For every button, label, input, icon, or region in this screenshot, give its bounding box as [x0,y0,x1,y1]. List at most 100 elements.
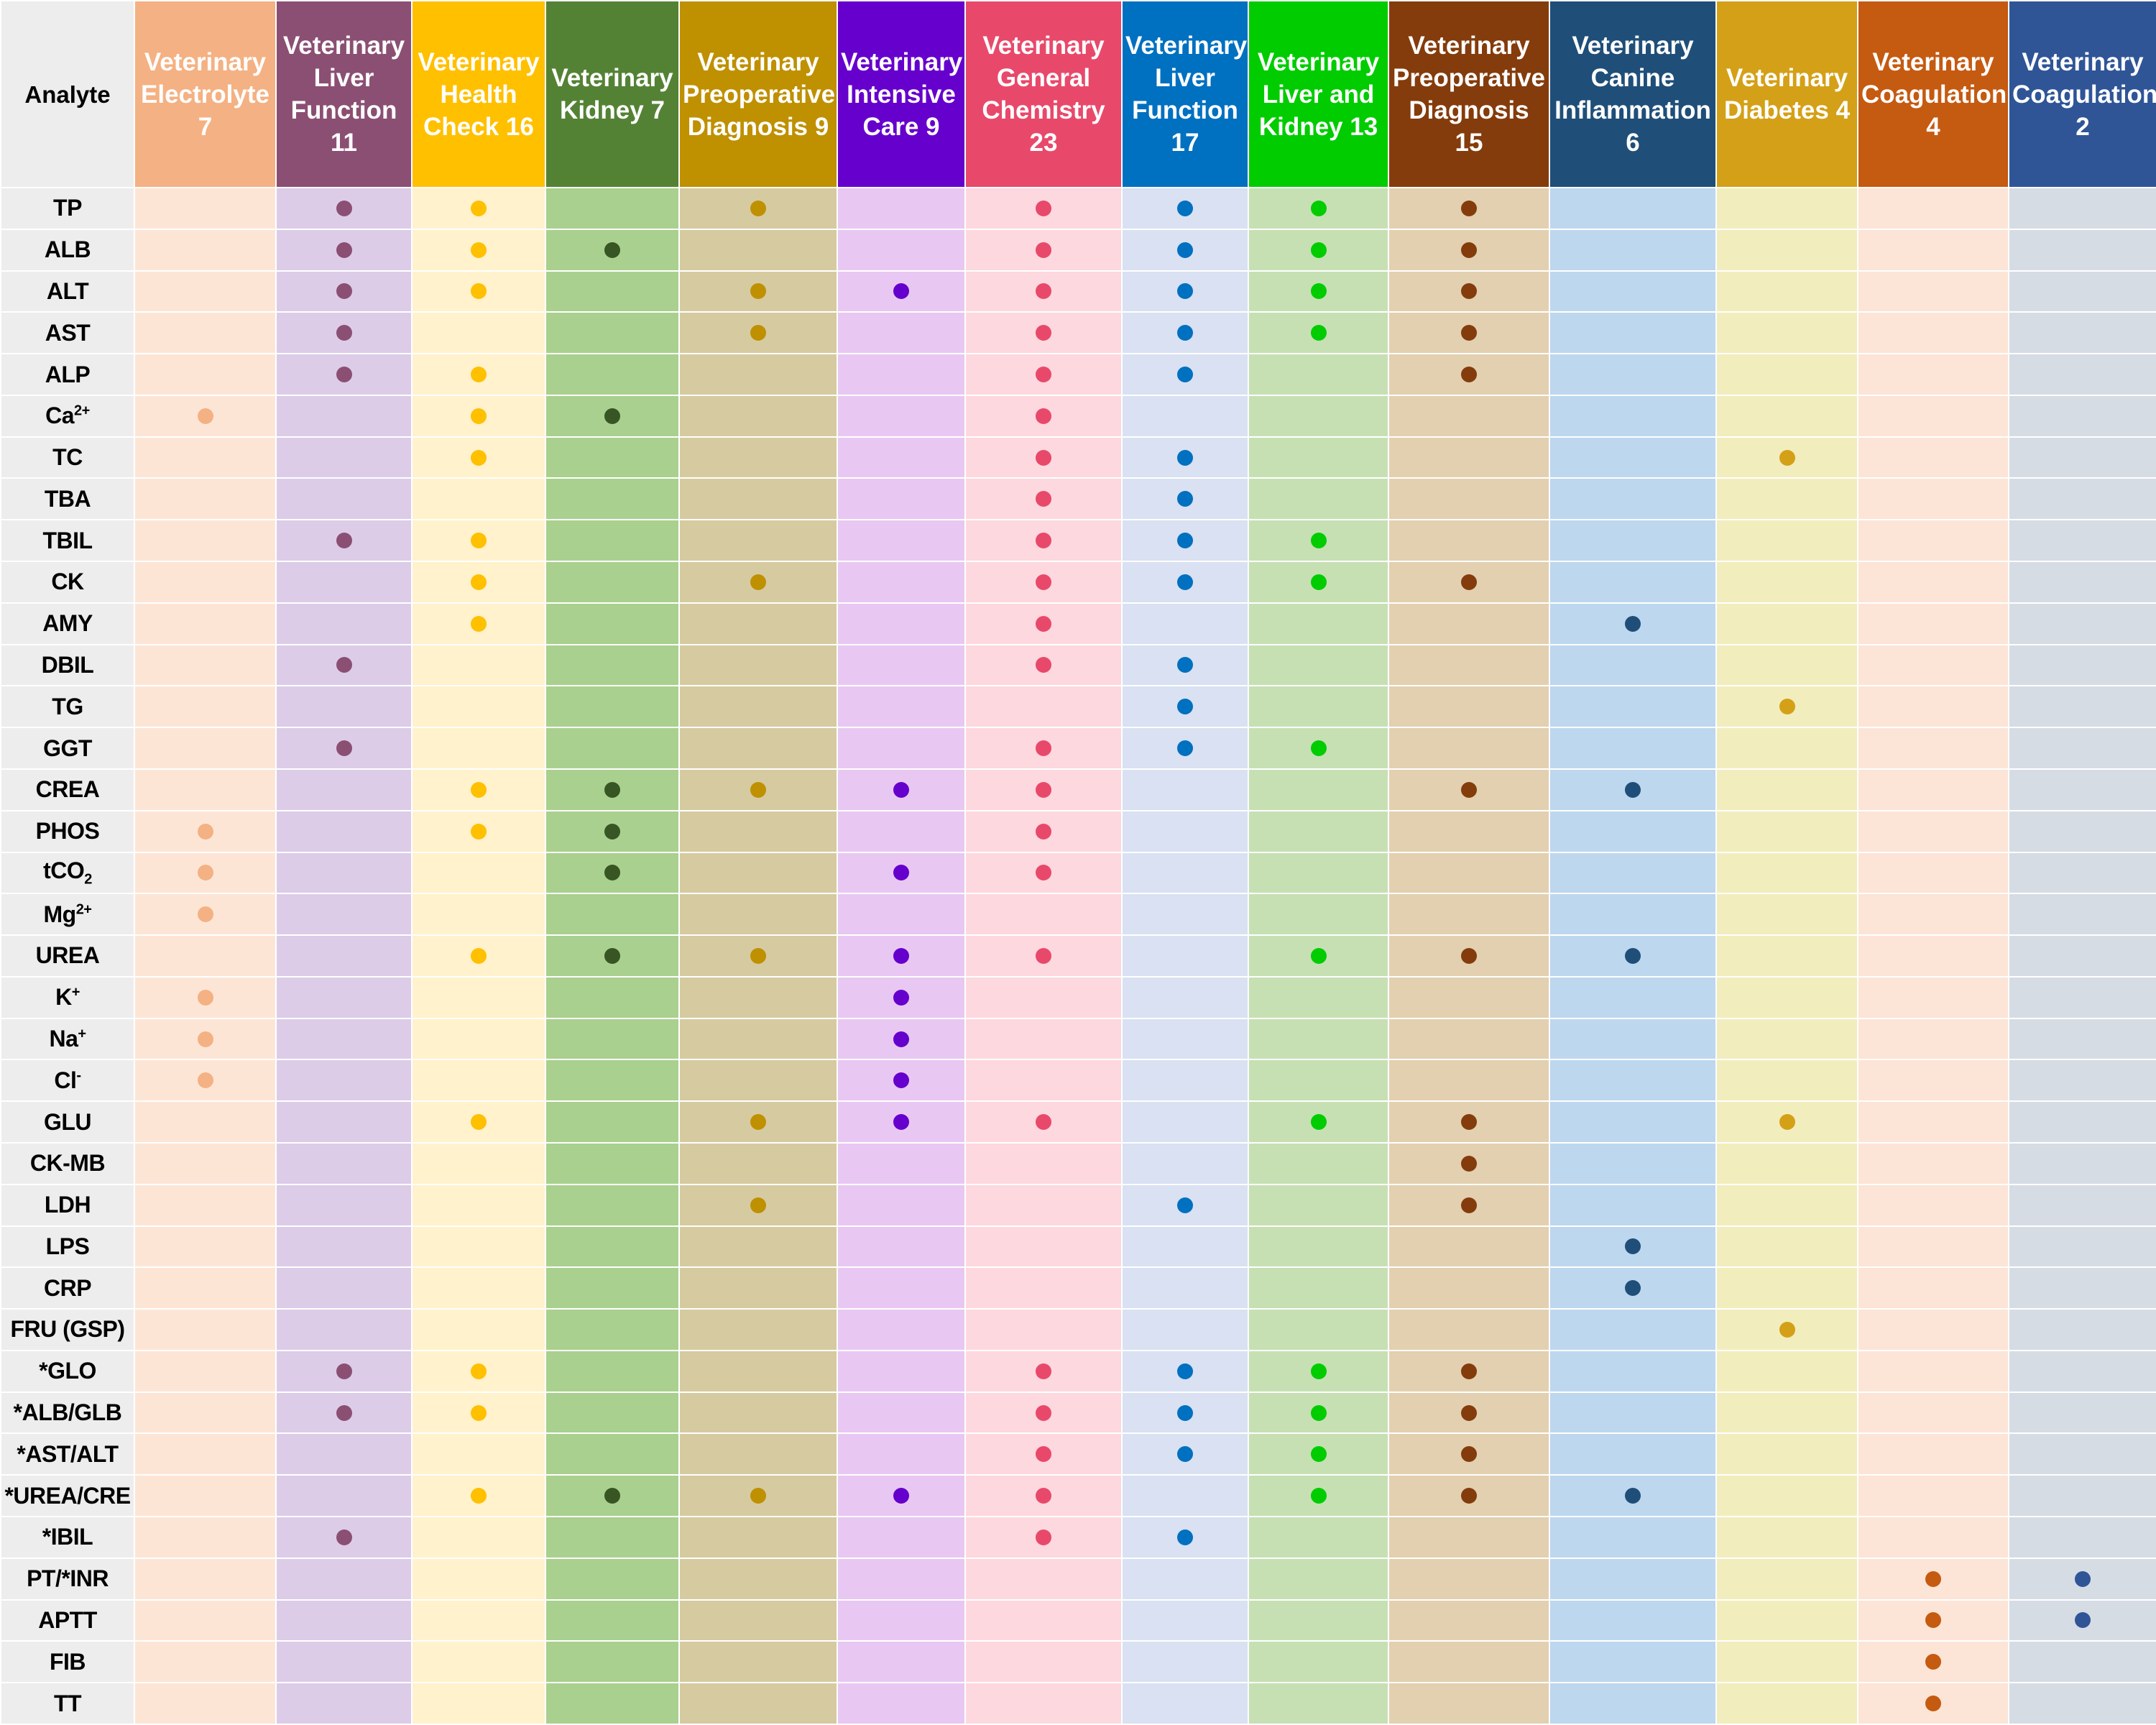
panel-cell [1388,602,1550,645]
panel-cell [1857,187,2009,230]
panel-cell [1857,561,2009,604]
inclusion-dot [1461,200,1477,216]
panel-cell [411,1557,546,1601]
inclusion-dot [471,823,487,840]
inclusion-dot [750,1488,766,1504]
panel-cell [545,1349,680,1393]
panel-cell [275,975,413,1019]
panel-cell [134,311,277,355]
panel-cell [134,1308,277,1351]
panel-cell [275,809,413,853]
panel-cell [964,685,1123,729]
panel-cell [1121,353,1249,396]
panel-cell [678,809,838,853]
panel-cell [2008,436,2156,479]
analyte-row: GGT [0,727,2156,770]
panel-cell [964,1266,1123,1310]
panel-cell [1549,851,1717,895]
panel-cell [134,975,277,1019]
panel-cell [275,187,413,230]
panel-cell [2008,1266,2156,1310]
panel-cell [678,1059,838,1103]
panel-cell [1248,1308,1389,1351]
inclusion-dot [471,200,487,216]
inclusion-dot [1310,533,1327,549]
panel-cell [411,394,546,438]
panel-cell [964,1474,1123,1517]
panel-cell [1388,1183,1550,1227]
inclusion-dot [1625,1280,1641,1297]
panel-cell [678,1308,838,1351]
panel-cell [1121,1100,1249,1144]
panel-cell [1715,561,1858,604]
analyte-name: LPS [45,1233,90,1259]
panel-cell [1121,727,1249,770]
panel-cell [2008,1598,2156,1642]
panel-cell [964,519,1123,563]
inclusion-dot [604,947,620,964]
analyte-name: TBA [44,485,91,512]
inclusion-dot [1036,1404,1051,1421]
panel-cell [964,975,1123,1019]
panel-cell [678,1640,838,1684]
panel-cell [545,809,680,853]
panel-cell [411,436,546,479]
panel-cell [1549,1349,1717,1393]
panel-cell [837,1100,966,1144]
panel-cell [134,394,277,438]
panel-cell [837,602,966,645]
panel-cell [1549,1598,1717,1642]
panel-header: Veterinary Liver Function 11 [275,0,413,188]
inclusion-dot [471,242,487,258]
panel-cell [1857,228,2009,272]
panel-cell [275,1141,413,1185]
analyte-row: TP [0,187,2156,230]
panel-cell [134,1432,277,1476]
panel-cell [2008,1557,2156,1601]
panel-cell [678,561,838,604]
panel-cell [964,477,1123,521]
panel-cell [1857,436,2009,479]
panel-header: Veterinary Health Check 16 [411,0,546,188]
panel-cell [411,643,546,687]
panel-cell [837,1141,966,1185]
panel-cell [545,768,680,811]
panel-cell [1549,187,1717,230]
panel-cell [1857,1183,2009,1227]
panel-cell [837,975,966,1019]
inclusion-dot [1177,491,1193,507]
panel-cell [964,187,1123,230]
inclusion-dot [336,657,352,673]
panel-cell [1857,477,2009,521]
panel-cell [1121,1516,1249,1559]
analyte-superscript: 2+ [75,901,92,918]
panel-cell [1715,1349,1858,1393]
panel-cell [1248,1225,1389,1269]
panel-cell [545,353,680,396]
panel-cell [678,1682,838,1725]
analyte-row: Mg2+ [0,893,2156,937]
analyte-subscript: 2 [84,871,92,888]
analyte-name: LDH [44,1192,91,1218]
inclusion-dot [893,1072,909,1089]
panel-cell [134,602,277,645]
panel-cell [1715,1682,1858,1725]
panel-cell [275,353,413,396]
panel-cell [837,643,966,687]
panel-cell [1248,561,1389,604]
panel-cell [1549,1682,1717,1725]
analyte-label: GGT [0,727,135,770]
panel-cell [837,1225,966,1269]
panel-header: Veterinary Electrolyte 7 [134,0,277,188]
inclusion-dot [1036,865,1051,881]
inclusion-dot [1625,781,1641,798]
analyte-name: AST [45,319,91,346]
panel-cell [134,685,277,729]
panel-cell [964,602,1123,645]
panel-cell [837,1017,966,1061]
panel-cell [1857,934,2009,978]
inclusion-dot [1310,242,1327,258]
inclusion-dot [1461,1446,1477,1463]
panel-cell [545,1474,680,1517]
inclusion-dot [336,242,352,258]
